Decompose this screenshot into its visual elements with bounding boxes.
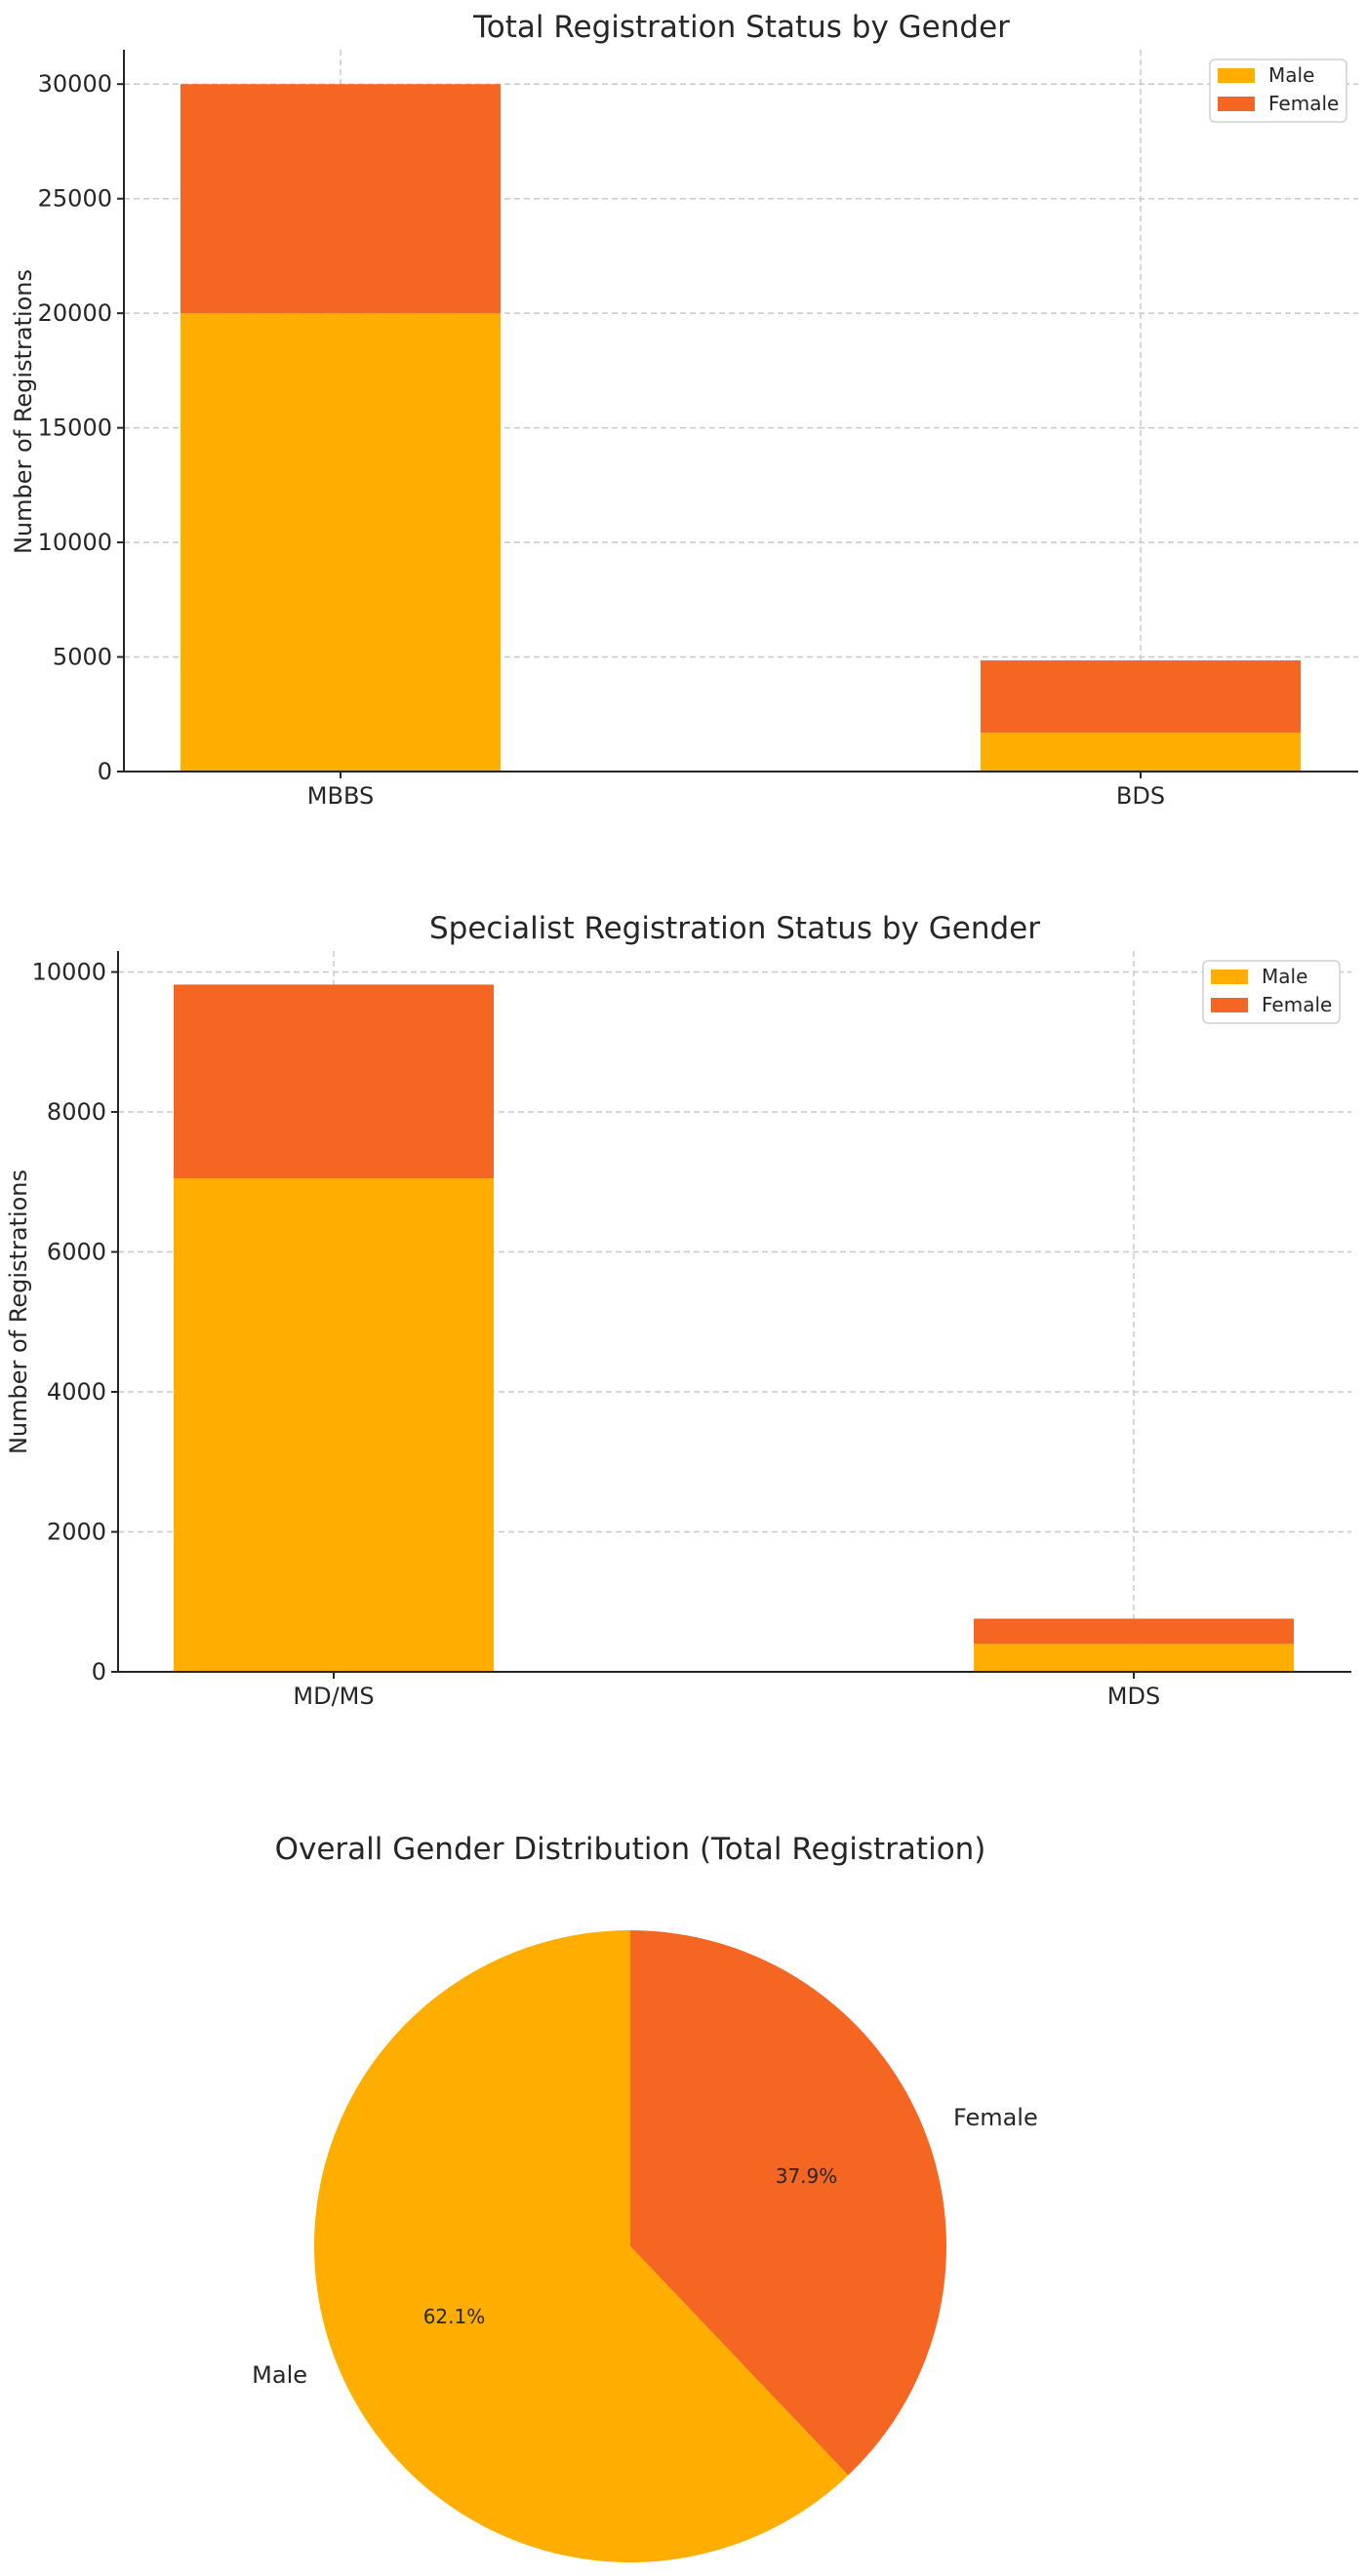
y-tick-label: 30000 — [38, 70, 112, 98]
y-tick-label: 5000 — [53, 644, 112, 671]
legend-swatch-female — [1218, 97, 1255, 111]
x-tick-label: MD/MS — [293, 1683, 374, 1710]
legend-swatch-male — [1211, 970, 1248, 984]
y-tick-label: 6000 — [47, 1239, 106, 1266]
y-tick-label: 4000 — [47, 1378, 106, 1406]
x-tick-label: MBBS — [307, 782, 374, 810]
pie-slice-female — [630, 1930, 946, 2476]
bar-female-mbbs — [181, 84, 501, 314]
y-tick-label: 0 — [92, 1658, 106, 1685]
pie-label-male: Male — [252, 2361, 307, 2389]
gender-distribution-pie: Overall Gender Distribution (Total Regis… — [252, 1832, 1038, 2562]
bar-female-mdms — [174, 984, 494, 1179]
y-tick-label: 25000 — [38, 185, 112, 213]
y-tick-label: 15000 — [38, 415, 112, 442]
chart-title: Specialist Registration Status by Gender — [429, 911, 1040, 946]
y-tick-label: 8000 — [47, 1098, 106, 1126]
y-tick-label: 0 — [98, 758, 112, 785]
pie-pct-label-male: 62.1% — [423, 2305, 486, 2328]
bar-male-bds — [981, 733, 1301, 772]
chart-title: Overall Gender Distribution (Total Regis… — [275, 1832, 986, 1867]
bar-male-mds — [974, 1644, 1294, 1672]
pie-label-female: Female — [953, 2104, 1038, 2131]
y-tick-label: 10000 — [32, 959, 106, 986]
specialist-registration-chart: Specialist Registration Status by Gender… — [5, 911, 1351, 1710]
legend-swatch-female — [1211, 998, 1248, 1012]
y-axis-label: Number of Registrations — [5, 1169, 32, 1454]
pie-slice-male — [314, 1930, 849, 2562]
bar-male-mdms — [174, 1178, 494, 1672]
legend-label-male: Male — [1262, 965, 1307, 988]
x-tick-label: BDS — [1116, 782, 1165, 810]
total-registration-chart: Total Registration Status by Gender Numb… — [10, 10, 1358, 810]
bar-female-mds — [974, 1618, 1294, 1645]
y-tick-label: 20000 — [38, 299, 112, 327]
y-tick-label: 10000 — [38, 529, 112, 556]
bar-male-mbbs — [181, 313, 501, 772]
y-axis-label: Number of Registrations — [10, 269, 37, 554]
x-tick-label: MDS — [1107, 1683, 1160, 1710]
legend-label-male: Male — [1268, 63, 1314, 87]
chart-title: Total Registration Status by Gender — [472, 10, 1010, 45]
pie-pct-label-female: 37.9% — [776, 2164, 838, 2188]
legend-swatch-male — [1218, 68, 1255, 83]
y-tick-label: 2000 — [47, 1519, 106, 1546]
legend-label-female: Female — [1262, 993, 1332, 1016]
bar-female-bds — [981, 660, 1301, 733]
legend-label-female: Female — [1268, 92, 1339, 115]
